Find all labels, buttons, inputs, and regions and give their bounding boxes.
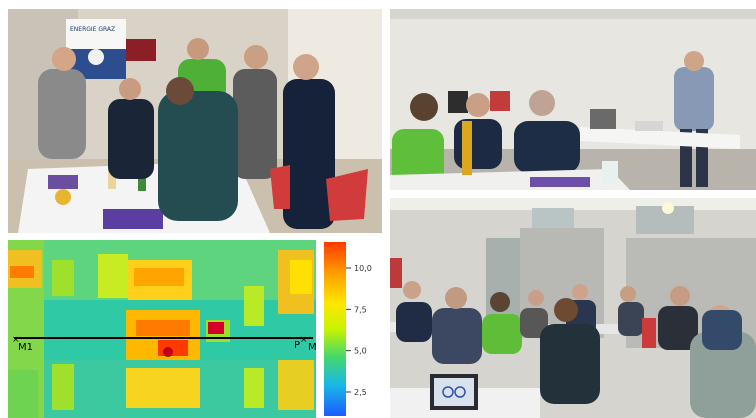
temperature-scale-ticks: 10,0 7,5 5,0 2,5 xyxy=(346,264,372,397)
point-label: P xyxy=(294,340,300,351)
photo-audience-illustration xyxy=(390,9,756,190)
photo-audience-with-speaker xyxy=(390,9,756,190)
thermal-image: × × M1 M2 P 10,0 7,5 5,0 2,5 xyxy=(8,240,382,418)
scale-tick-label: 2,5 xyxy=(354,388,367,397)
photo-lecture-room-illustration xyxy=(390,198,756,418)
photo-group-at-table-illustration: ENERGIE GRAZ xyxy=(8,9,382,233)
marker-start-label: M1 xyxy=(18,342,33,353)
scale-tick-label: 10,0 xyxy=(354,264,372,273)
scale-tick-label: 5,0 xyxy=(354,347,367,356)
energy-graz-banner: ENERGIE GRAZ xyxy=(66,19,126,79)
photo-lecture-room xyxy=(390,198,756,418)
svg-text:×: × xyxy=(300,335,308,345)
lecture-audience xyxy=(396,281,756,418)
laptop xyxy=(430,374,478,410)
scale-tick-label: 7,5 xyxy=(354,305,367,314)
warm-windows xyxy=(52,250,314,410)
banner-text: ENERGIE GRAZ xyxy=(70,26,115,33)
people xyxy=(38,38,335,229)
photo-group-at-table: ENERGIE GRAZ xyxy=(8,9,382,233)
temperature-scale-bar xyxy=(324,242,346,416)
svg-text:×: × xyxy=(12,335,20,345)
thermal-image-panel: × × M1 M2 P 10,0 7,5 5,0 2,5 xyxy=(8,240,382,418)
marker-end-label: M2 xyxy=(308,342,323,353)
